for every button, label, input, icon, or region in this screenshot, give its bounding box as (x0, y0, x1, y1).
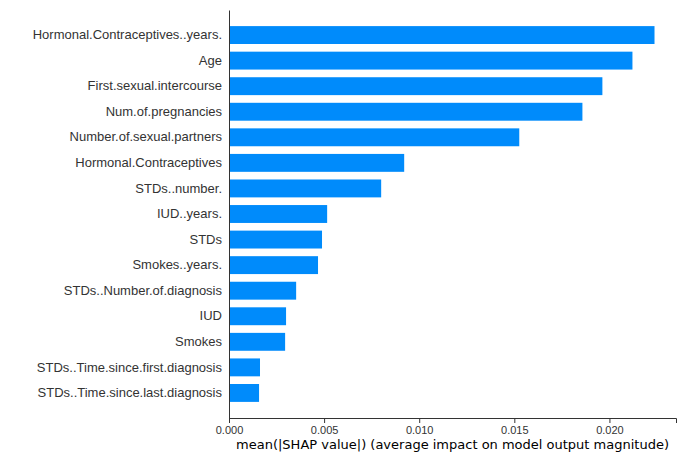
y-tick-label: First.sexual.intercourse (88, 78, 222, 93)
y-tick: IUD..years. (157, 206, 229, 221)
x-tick-mark (609, 418, 610, 423)
y-tick: Hormonal.Contraceptives (75, 155, 229, 170)
bar (229, 333, 285, 351)
x-tick-mark (324, 418, 325, 423)
bar (229, 282, 296, 300)
bar (229, 154, 404, 172)
x-tick: 0.010 (406, 418, 434, 436)
x-tick-label: 0.000 (216, 424, 244, 436)
bar (229, 307, 286, 325)
y-tick-label: IUD..years. (157, 206, 222, 221)
bar (229, 231, 322, 249)
x-tick: 0.015 (501, 418, 529, 436)
x-tick-mark (514, 418, 515, 423)
y-tick: First.sexual.intercourse (88, 78, 229, 93)
y-tick: Smokes..years. (132, 257, 229, 272)
bar (229, 256, 318, 274)
bar (229, 384, 259, 402)
y-tick: STDs..Time.since.last.diagnosis (38, 385, 229, 400)
y-tick-label: IUD (200, 308, 222, 323)
x-tick-label: 0.020 (596, 424, 624, 436)
y-tick-label: Num.of.pregnancies (106, 104, 223, 119)
bar (229, 179, 381, 197)
y-tick: IUD (200, 308, 229, 323)
bar (229, 77, 602, 95)
y-tick-label: Age (199, 53, 222, 68)
y-tick-label: Number.of.sexual.partners (70, 129, 223, 144)
y-tick-label: STDs..Number.of.diagnosis (64, 283, 223, 298)
y-tick-label: STDs..Time.since.first.diagnosis (37, 360, 223, 375)
bar (229, 103, 582, 121)
x-tick-label: 0.010 (406, 424, 434, 436)
y-tick-label: Smokes..years. (132, 257, 222, 272)
x-tick-mark (419, 418, 420, 423)
y-tick: STDs..Time.since.first.diagnosis (37, 360, 229, 375)
y-tick-label: STDs (190, 232, 223, 247)
bars (229, 26, 655, 402)
x-axis-line (230, 419, 677, 424)
y-tick: Smokes (175, 334, 229, 349)
x-tick: 0.000 (216, 418, 244, 436)
y-tick: Num.of.pregnancies (106, 104, 229, 119)
y-tick-label: Hormonal.Contraceptives (75, 155, 222, 170)
bar (229, 128, 519, 146)
x-axis: 0.000 0.005 0.010 0.015 0.020 (216, 418, 677, 436)
x-tick: 0.020 (596, 418, 624, 436)
y-tick-label: Smokes (175, 334, 222, 349)
y-tick: STDs..Number.of.diagnosis (64, 283, 229, 298)
y-tick-label: Hormonal.Contraceptives..years. (33, 27, 222, 42)
y-tick: Age (199, 53, 229, 68)
bar (229, 52, 632, 70)
y-axis: Hormonal.Contraceptives..years. Age First.… (33, 11, 230, 419)
y-tick: Hormonal.Contraceptives..years. (33, 27, 229, 42)
x-axis-title: mean(|SHAP value|) (average impact on mo… (236, 437, 669, 452)
bar (229, 205, 327, 223)
x-tick: 0.005 (311, 418, 339, 436)
y-tick: STDs..number. (135, 181, 229, 196)
y-axis-line (229, 11, 230, 419)
x-tick-label: 0.015 (501, 424, 529, 436)
bar (229, 26, 655, 44)
y-tick: Number.of.sexual.partners (70, 129, 229, 144)
y-tick-label: STDs..Time.since.last.diagnosis (38, 385, 223, 400)
x-tick-mark (229, 418, 230, 423)
bar (229, 358, 260, 376)
y-tick: STDs (190, 232, 230, 247)
x-tick-label: 0.005 (311, 424, 339, 436)
chart: 0.000 0.005 0.010 0.015 0.020 Hormonal.Contra… (0, 0, 686, 459)
y-tick-label: STDs..number. (135, 181, 222, 196)
